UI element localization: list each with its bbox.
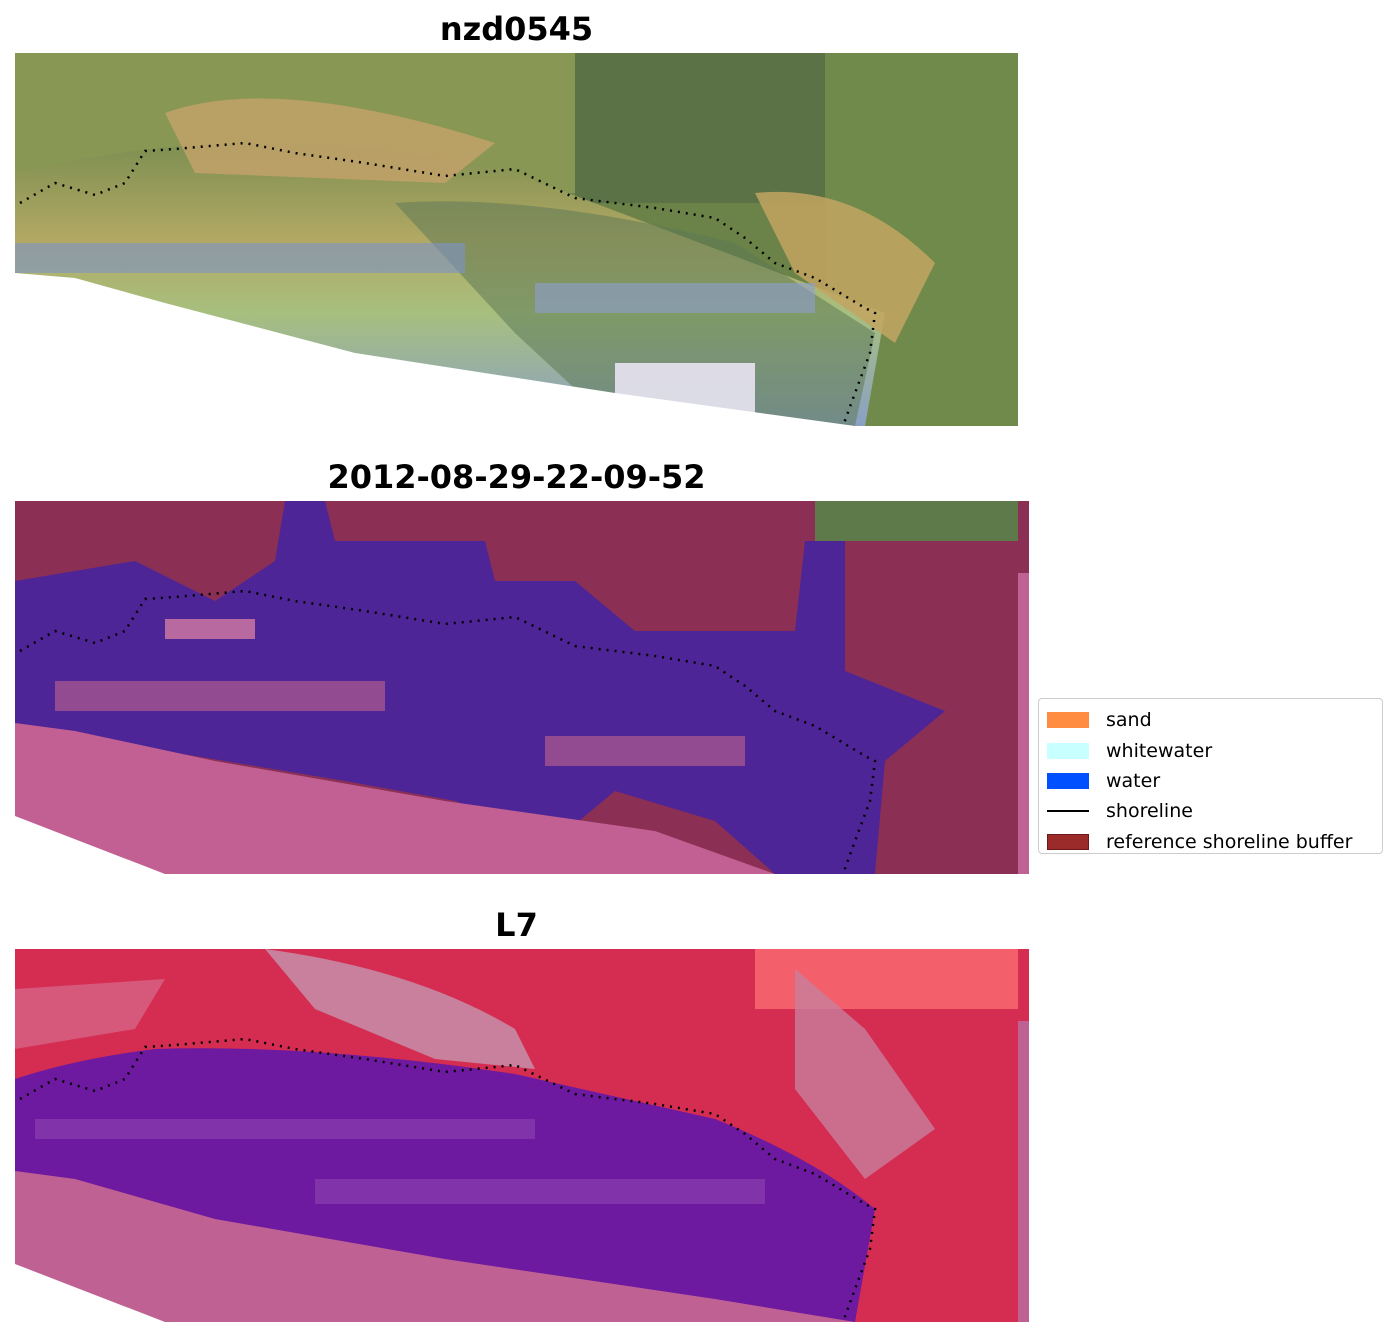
legend-item-shoreline: shoreline [1047,796,1374,826]
buffer-swatch [1047,833,1089,850]
classified-image-panel [15,501,1029,874]
legend-item-whitewater: whitewater [1047,735,1374,765]
whitewater-swatch [1047,742,1089,759]
shoreline-line-swatch [1047,810,1089,813]
legend-label: whitewater [1106,739,1213,762]
panel-title-index: L7 [495,906,538,944]
panel-title-classified: 2012-08-29-22-09-52 [327,458,706,496]
panel-title-rgb: nzd0545 [439,10,594,48]
legend-item-buffer: reference shoreline buffer [1047,827,1374,857]
legend-item-sand: sand [1047,705,1374,735]
sand-swatch [1047,712,1089,729]
legend-label: reference shoreline buffer [1106,830,1353,853]
legend-item-water: water [1047,766,1374,796]
rgb-image-panel [15,53,1029,426]
water-swatch [1047,772,1089,789]
index-image-panel [15,949,1029,1322]
legend-label: water [1106,769,1161,792]
legend-label: shoreline [1106,800,1193,823]
legend-label: sand [1106,709,1152,732]
legend: sand whitewater water shoreline referenc… [1038,698,1383,854]
